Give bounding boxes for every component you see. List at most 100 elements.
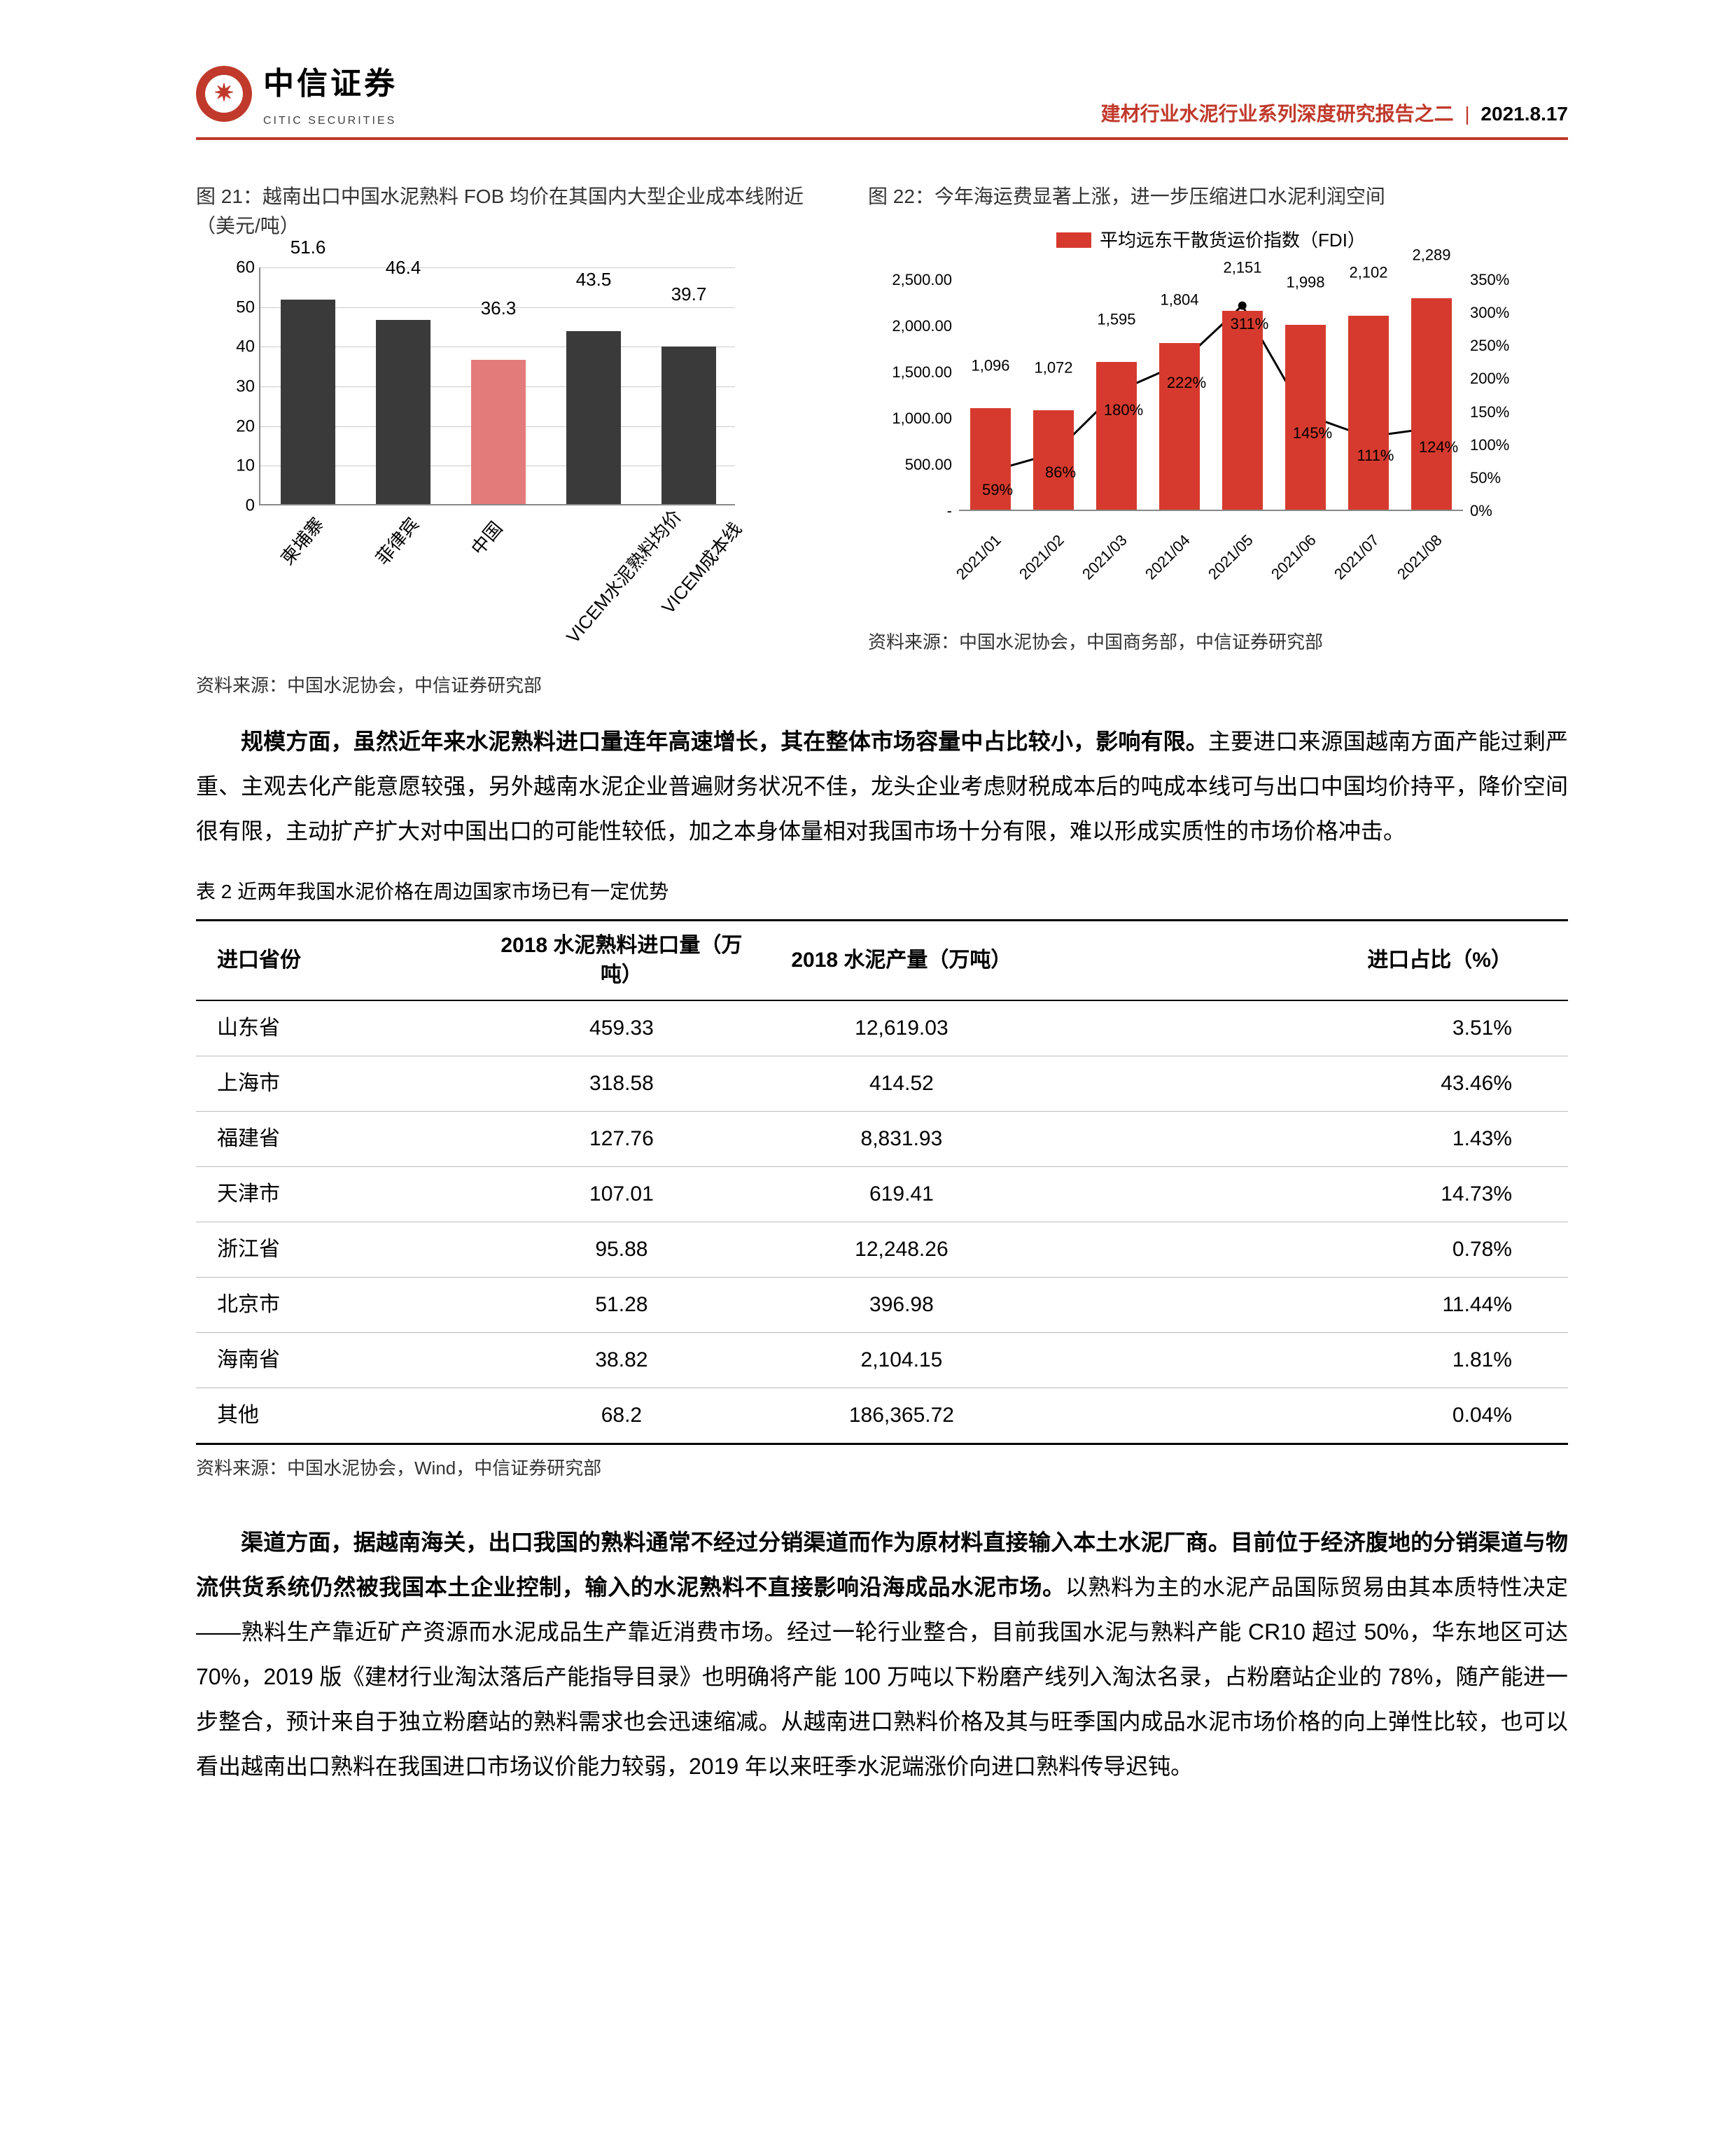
table-cell: 0.78% [1042, 1222, 1568, 1278]
chart22-ytick-left: 1,000.00 [868, 405, 952, 433]
chart22-line-label: 111% [1348, 442, 1404, 470]
table-cell: 8,831.93 [762, 1112, 1042, 1167]
chart21-source: 资料来源：中国水泥协会，中信证券研究部 [196, 669, 826, 702]
chart22-line-label: 311% [1222, 310, 1278, 338]
chart21-bar-label: 43.5 [559, 263, 629, 296]
chart22-legend-label: 平均远东干散货运价指数（FDI） [1100, 224, 1366, 257]
chart22-x-label: 2021/03 [1075, 528, 1134, 587]
chart22-x-label: 2021/06 [1264, 528, 1323, 587]
paragraph-2-rest: 以熟料为主的水泥产品国际贸易由其本质特性决定——熟料生产靠近矿产资源而水泥成品生… [196, 1574, 1568, 1779]
table-header-cell: 进口占比（%） [1042, 921, 1568, 1001]
table-cell: 1.81% [1042, 1333, 1568, 1388]
chart22: 平均远东干散货运价指数（FDI） -500.001,000.001,500.00… [868, 224, 1554, 616]
chart21-column: 图 21：越南出口中国水泥熟料 FOB 均价在其国内大型企业成本线附近（美元/吨… [196, 182, 826, 702]
chart22-bar-label: 1,804 [1152, 286, 1208, 314]
doc-date: 2021.8.17 [1480, 103, 1568, 125]
chart22-source: 资料来源：中国水泥协会，中国商务部，中信证券研究部 [868, 626, 1568, 659]
table-cell: 12,619.03 [762, 1000, 1042, 1056]
chart22-bar-label: 2,102 [1340, 258, 1396, 286]
table-cell: 95.88 [482, 1222, 762, 1278]
table-row: 天津市107.01619.4114.73% [196, 1167, 1568, 1222]
table-cell: 福建省 [196, 1112, 482, 1167]
table-source: 资料来源：中国水泥协会，Wind，中信证券研究部 [196, 1452, 1568, 1485]
table-cell: 107.01 [482, 1167, 762, 1222]
table-cell: 68.2 [482, 1388, 762, 1444]
chart21-bar [662, 347, 716, 504]
logo-main-text: 中信证券 [263, 56, 398, 111]
table-cell: 上海市 [196, 1056, 482, 1112]
chart22-x-label: 2021/04 [1138, 528, 1197, 587]
table-cell: 浙江省 [196, 1222, 482, 1278]
chart21: 0102030405060 51.646.436.343.539.7 柬埔寨菲律… [196, 253, 770, 659]
paragraph-1-bold: 规模方面，虽然近年来水泥熟料进口量连年高速增长，其在整体市场容量中占比较小，影响… [241, 729, 1208, 754]
table-cell: 11.44% [1042, 1278, 1568, 1333]
chart22-ytick-left: 1,500.00 [868, 358, 952, 386]
table-header-cell: 2018 水泥熟料进口量（万吨） [482, 921, 762, 1001]
chart22-bar [1411, 298, 1452, 510]
chart21-bar-label: 39.7 [654, 278, 724, 311]
table-cell: 318.58 [482, 1056, 762, 1112]
table-cell: 186,365.72 [762, 1388, 1042, 1444]
chart22-ytick-right: 0% [1470, 497, 1526, 525]
table-row: 浙江省95.8812,248.260.78% [196, 1222, 1568, 1278]
doc-title: 建材行业水泥行业系列深度研究报告之二 [1101, 103, 1454, 125]
table-cell: 天津市 [196, 1167, 482, 1222]
table-cell: 43.46% [1042, 1056, 1568, 1112]
chart21-ytick: 20 [224, 411, 255, 441]
chart22-ytick-right: 300% [1470, 299, 1526, 327]
chart22-x-label: 2021/01 [949, 528, 1008, 587]
chart21-x-label: 中国 [463, 514, 511, 563]
chart21-bar-label: 46.4 [368, 251, 438, 284]
chart21-x-label: VICEM水泥熟料均价 [558, 502, 690, 651]
chart21-x-label: 柬埔寨 [272, 510, 332, 573]
table-header-cell: 2018 水泥产量（万吨） [762, 921, 1042, 1001]
chart22-title: 图 22：今年海运费显著上涨，进一步压缩进口水泥利润空间 [868, 182, 1568, 211]
chart22-line-label: 86% [1032, 459, 1088, 487]
table-cell: 38.82 [482, 1333, 762, 1388]
chart21-ytick: 0 [224, 490, 255, 520]
chart22-bar [1222, 311, 1263, 510]
chart22-x-label: 2021/07 [1327, 528, 1386, 587]
chart22-x-label: 2021/08 [1390, 528, 1449, 587]
paragraph-2: 渠道方面，据越南海关，出口我国的熟料通常不经过分销渠道而作为原材料直接输入本土水… [196, 1520, 1568, 1789]
table-cell: 北京市 [196, 1278, 482, 1333]
chart22-bar [1096, 362, 1137, 510]
chart22-bar-label: 1,998 [1278, 268, 1334, 296]
chart22-x-label: 2021/05 [1201, 528, 1260, 587]
chart22-ytick-right: 150% [1470, 398, 1526, 426]
chart22-line-label: 59% [969, 476, 1026, 504]
chart21-ytick: 40 [224, 332, 255, 362]
chart22-bar [1348, 316, 1389, 510]
table-cell: 51.28 [482, 1278, 762, 1333]
chart21-bar [281, 300, 335, 504]
chart22-line-label: 145% [1284, 419, 1340, 447]
chart22-line-label: 180% [1096, 396, 1152, 424]
chart21-bar [376, 320, 430, 504]
logo-block: ✷ 中信证券 CITIC SECURITIES [196, 56, 398, 132]
table-row: 山东省459.3312,619.033.51% [196, 1000, 1568, 1056]
table-cell: 山东省 [196, 1000, 482, 1056]
data-table: 进口省份2018 水泥熟料进口量（万吨）2018 水泥产量（万吨）进口占比（%）… [196, 919, 1568, 1445]
page-header: ✷ 中信证券 CITIC SECURITIES 建材行业水泥行业系列深度研究报告… [196, 56, 1568, 140]
table-cell: 14.73% [1042, 1167, 1568, 1222]
table-row: 其他68.2186,365.720.04% [196, 1388, 1568, 1444]
chart22-line-label: 222% [1158, 369, 1214, 397]
logo-sub-text: CITIC SECURITIES [263, 111, 398, 132]
table-row: 福建省127.768,831.931.43% [196, 1112, 1568, 1167]
chart22-ytick-left: 500.00 [868, 451, 952, 479]
chart22-column: 图 22：今年海运费显著上涨，进一步压缩进口水泥利润空间 平均远东干散货运价指数… [868, 182, 1568, 702]
chart22-ytick-right: 50% [1470, 464, 1526, 492]
chart22-x-label: 2021/02 [1012, 528, 1071, 587]
chart22-bar-label: 2,289 [1404, 242, 1460, 270]
chart22-bar-label: 1,096 [962, 351, 1018, 379]
table-cell: 127.76 [482, 1112, 762, 1167]
table-cell: 396.98 [762, 1278, 1042, 1333]
chart22-bar [1159, 343, 1200, 510]
table-cell: 海南省 [196, 1333, 482, 1388]
chart22-ytick-right: 350% [1470, 266, 1526, 294]
table-row: 海南省38.822,104.151.81% [196, 1333, 1568, 1388]
paragraph-1: 规模方面，虽然近年来水泥熟料进口量连年高速增长，其在整体市场容量中占比较小，影响… [196, 719, 1568, 853]
table-cell: 619.41 [762, 1167, 1042, 1222]
table-cell: 1.43% [1042, 1112, 1568, 1167]
table-cell: 2,104.15 [762, 1333, 1042, 1388]
